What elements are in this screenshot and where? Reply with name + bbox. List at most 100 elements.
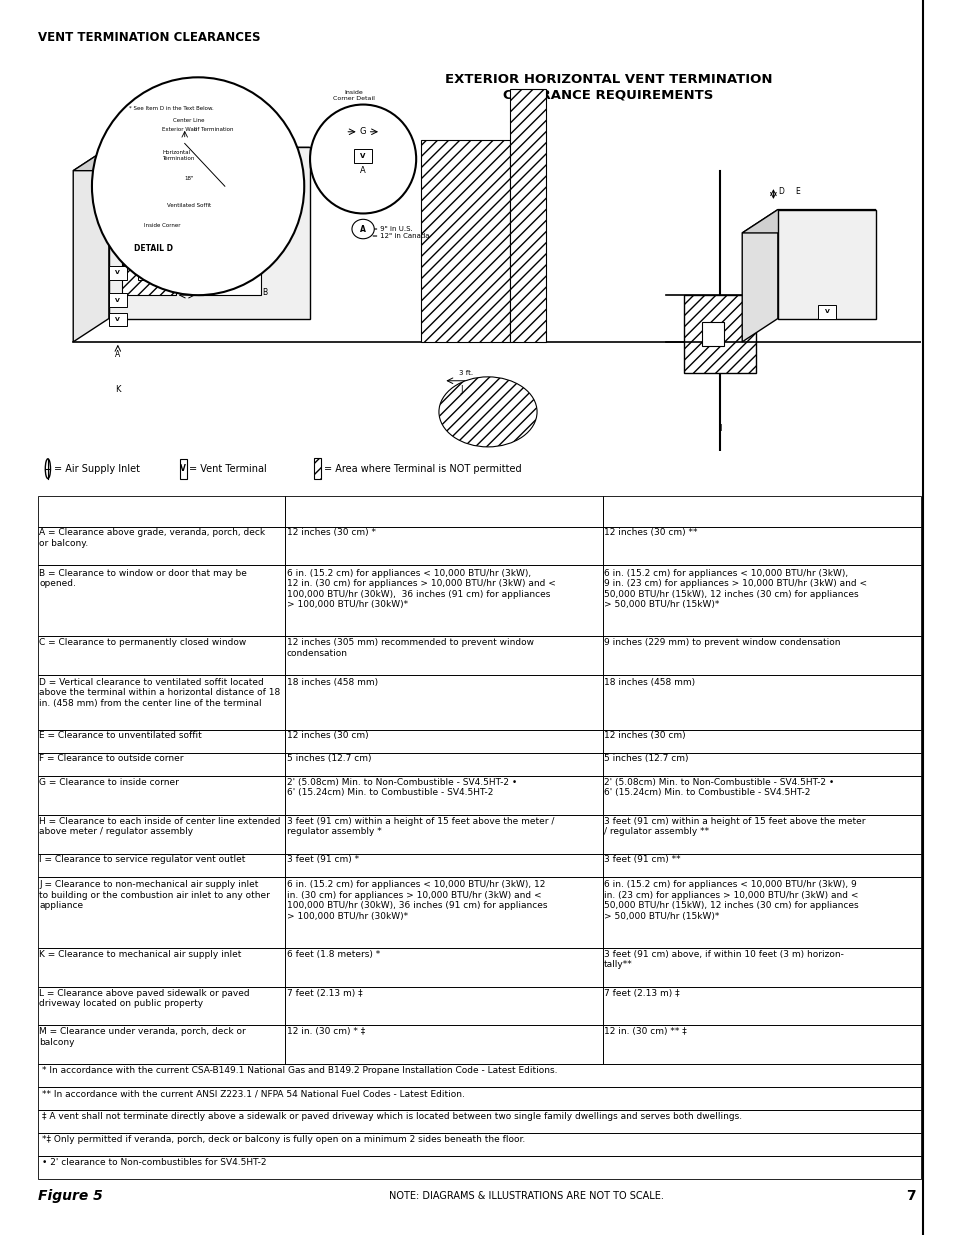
Polygon shape xyxy=(741,210,875,233)
Text: Fixed
Closed
Window: Fixed Closed Window xyxy=(138,225,160,241)
Text: 7: 7 xyxy=(905,1189,915,1203)
Text: B: B xyxy=(191,191,196,200)
Bar xyxy=(109,266,127,279)
Text: 6 in. (15.2 cm) for appliances < 10,000 BTU/hr (3kW), 9
in. (23 cm) for applianc: 6 in. (15.2 cm) for appliances < 10,000 … xyxy=(603,881,858,920)
Text: 6 in. (15.2 cm) for appliances < 10,000 BTU/hr (3kW), 12
in. (30 cm) for applian: 6 in. (15.2 cm) for appliances < 10,000 … xyxy=(286,881,546,920)
Text: 2' (5.08cm) Min. to Non-Combustible - SV4.5HT-2 •
6' (15.24cm) Min. to Combustib: 2' (5.08cm) Min. to Non-Combustible - SV… xyxy=(286,778,517,798)
Text: 3 feet (91 cm) within a height of 15 feet above the meter /
regulator assembly *: 3 feet (91 cm) within a height of 15 fee… xyxy=(286,816,554,836)
Text: V: V xyxy=(115,298,120,303)
Text: * See Item D in the Text Below.: * See Item D in the Text Below. xyxy=(129,106,213,111)
Text: 7 feet (2.13 m) ‡: 7 feet (2.13 m) ‡ xyxy=(603,988,679,998)
Circle shape xyxy=(352,220,374,238)
Text: V: V xyxy=(823,309,828,314)
Text: 3 ft.: 3 ft. xyxy=(458,370,473,375)
Text: 12 in. (30 cm) * ‡: 12 in. (30 cm) * ‡ xyxy=(286,1028,364,1036)
Text: A = Clearance above grade, veranda, porch, deck
or balcony.: A = Clearance above grade, veranda, porc… xyxy=(39,529,265,548)
Text: 12 inches (30 cm) **: 12 inches (30 cm) ** xyxy=(603,529,697,537)
Text: V: V xyxy=(360,153,365,159)
Text: 18 inches (458 mm): 18 inches (458 mm) xyxy=(286,678,377,687)
Text: Inside
Corner Detail: Inside Corner Detail xyxy=(333,90,375,101)
Text: = Vent Terminal: = Vent Terminal xyxy=(189,463,267,474)
Text: 12 inches (30 cm): 12 inches (30 cm) xyxy=(286,731,368,740)
Text: V: V xyxy=(180,464,186,473)
Text: Inside Corner: Inside Corner xyxy=(144,222,180,227)
Text: Exterior Wall: Exterior Wall xyxy=(162,127,197,132)
Text: 3 feet (91 cm) *: 3 feet (91 cm) * xyxy=(286,855,358,864)
Text: Horizontal
Termination: Horizontal Termination xyxy=(162,149,194,161)
Text: 3 feet (91 cm) above, if within 10 feet (3 m) horizon-
tally**: 3 feet (91 cm) above, if within 10 feet … xyxy=(603,950,843,969)
Bar xyxy=(198,210,260,295)
Text: Figure 5: Figure 5 xyxy=(38,1189,103,1203)
Polygon shape xyxy=(741,210,777,342)
Polygon shape xyxy=(73,147,310,170)
Text: NOTE: DIAGRAMS & ILLUSTRATIONS ARE NOT TO SCALE.: NOTE: DIAGRAMS & ILLUSTRATIONS ARE NOT T… xyxy=(389,1191,663,1200)
Text: of Termination: of Termination xyxy=(193,127,233,132)
Text: I: I xyxy=(718,425,720,433)
Text: 3 ft.: 3 ft. xyxy=(458,304,473,310)
Text: C: C xyxy=(173,277,178,285)
Text: ** In accordance with the current ANSI Z223.1 / NFPA 54 National Fuel Codes - La: ** In accordance with the current ANSI Z… xyxy=(42,1089,464,1098)
Text: = 9" in U.S.
= 12" in Canada: = 9" in U.S. = 12" in Canada xyxy=(372,226,429,240)
Text: G = Clearance to inside corner: G = Clearance to inside corner xyxy=(39,778,179,787)
Text: V: V xyxy=(115,317,120,322)
Text: US Installation **: US Installation ** xyxy=(710,506,812,516)
Text: Operable
Window: Operable Window xyxy=(214,251,244,262)
Text: DETAIL D: DETAIL D xyxy=(133,245,172,253)
Polygon shape xyxy=(777,210,875,319)
Text: E: E xyxy=(795,186,800,196)
Text: Ventilated Soffit: Ventilated Soffit xyxy=(167,204,211,209)
Ellipse shape xyxy=(310,105,416,214)
Text: 6 in. (15.2 cm) for appliances < 10,000 BTU/hr (3kW),
9 in. (23 cm) for applianc: 6 in. (15.2 cm) for appliances < 10,000 … xyxy=(603,569,866,609)
Text: V: V xyxy=(146,269,152,275)
Text: 2' (5.08cm) Min. to Non-Combustible - SV4.5HT-2 •
6' (15.24cm) Min. to Combustib: 2' (5.08cm) Min. to Non-Combustible - SV… xyxy=(603,778,834,798)
Text: B: B xyxy=(262,288,267,298)
Text: M: M xyxy=(729,358,736,367)
Text: A: A xyxy=(360,167,366,175)
Text: M = Clearance under veranda, porch, deck or
balcony: M = Clearance under veranda, porch, deck… xyxy=(39,1028,246,1047)
Bar xyxy=(354,149,372,163)
Text: 9 inches (229 mm) to prevent window condensation: 9 inches (229 mm) to prevent window cond… xyxy=(603,638,840,647)
Text: B: B xyxy=(191,288,196,298)
Text: C = Clearance to permanently closed window: C = Clearance to permanently closed wind… xyxy=(39,638,246,647)
Text: 12 inches (30 cm) *: 12 inches (30 cm) * xyxy=(286,529,375,537)
Bar xyxy=(683,295,755,373)
Text: D: D xyxy=(777,186,783,196)
Text: 12 inches (30 cm): 12 inches (30 cm) xyxy=(603,731,685,740)
Text: B: B xyxy=(262,191,267,200)
Bar xyxy=(420,140,510,342)
Text: • 2' clearance to Non-combustibles for SV4.5HT-2: • 2' clearance to Non-combustibles for S… xyxy=(42,1158,266,1167)
Text: K: K xyxy=(115,385,120,394)
Text: X: X xyxy=(457,330,463,338)
Bar xyxy=(109,293,127,306)
Text: H = Clearance to each inside of center line extended
above meter / regulator ass: H = Clearance to each inside of center l… xyxy=(39,816,280,836)
Text: = Air Supply Inlet: = Air Supply Inlet xyxy=(54,463,140,474)
Text: G: G xyxy=(359,127,366,136)
Text: A: A xyxy=(115,351,120,359)
Polygon shape xyxy=(109,147,310,319)
Text: Minimum Clearances: Minimum Clearances xyxy=(100,506,223,516)
Text: J: J xyxy=(459,385,462,394)
Text: J = Clearance to non-mechanical air supply inlet
to building or the combustion a: J = Clearance to non-mechanical air supp… xyxy=(39,881,270,910)
Bar xyxy=(109,312,127,326)
Text: 3 feet (91 cm) within a height of 15 feet above the meter
/ regulator assembly *: 3 feet (91 cm) within a height of 15 fee… xyxy=(603,816,864,836)
Text: EXTERIOR HORIZONTAL VENT TERMINATION
CLEARANCE REQUIREMENTS: EXTERIOR HORIZONTAL VENT TERMINATION CLE… xyxy=(444,73,771,101)
Text: 5 inches (12.7 cm): 5 inches (12.7 cm) xyxy=(286,755,371,763)
Bar xyxy=(701,322,723,346)
Bar xyxy=(817,305,835,319)
Ellipse shape xyxy=(91,78,304,295)
Text: = Area where Terminal is NOT permitted: = Area where Terminal is NOT permitted xyxy=(324,463,521,474)
Text: * In accordance with the current CSA-B149.1 National Gas and B149.2 Propane Inst: * In accordance with the current CSA-B14… xyxy=(42,1066,557,1076)
Text: 12 inches (305 mm) recommended to prevent window
condensation: 12 inches (305 mm) recommended to preven… xyxy=(286,638,533,657)
Text: F = Clearance to outside corner: F = Clearance to outside corner xyxy=(39,755,184,763)
Text: 6 feet (1.8 meters) *: 6 feet (1.8 meters) * xyxy=(286,950,379,958)
Text: 3 feet (91 cm) **: 3 feet (91 cm) ** xyxy=(603,855,680,864)
Text: B: B xyxy=(115,175,120,184)
Circle shape xyxy=(45,459,51,479)
Text: 5 inches (12.7 cm): 5 inches (12.7 cm) xyxy=(603,755,688,763)
Bar xyxy=(180,459,187,479)
Text: Canadian Installation *: Canadian Installation * xyxy=(376,506,511,516)
Text: 12 in. (30 cm) ** ‡: 12 in. (30 cm) ** ‡ xyxy=(603,1028,686,1036)
Text: K = Clearance to mechanical air supply inlet: K = Clearance to mechanical air supply i… xyxy=(39,950,241,958)
Bar xyxy=(122,210,175,295)
Text: I = Clearance to service regulator vent outlet: I = Clearance to service regulator vent … xyxy=(39,855,245,864)
